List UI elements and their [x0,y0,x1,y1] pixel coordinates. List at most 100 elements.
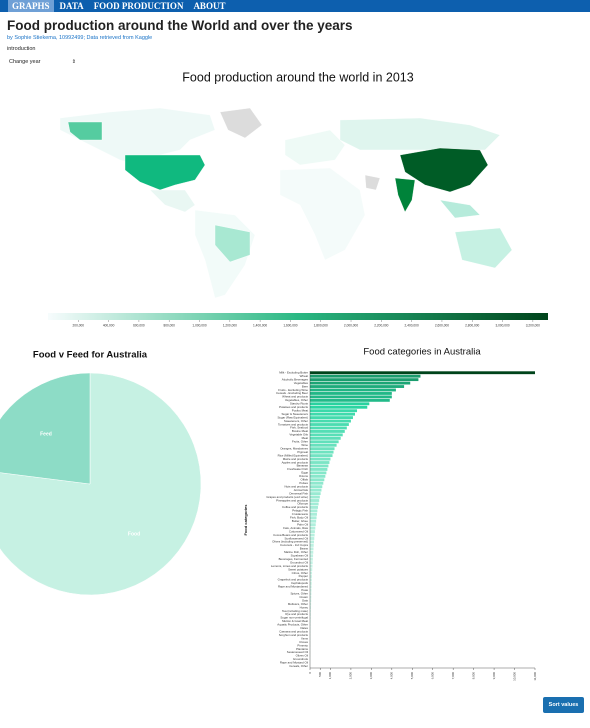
bar [310,447,335,451]
legend-tick-label: 600,000 [133,323,145,327]
y-tick-label: Sesameseed Oil [287,650,309,654]
y-tick-label: Demersal Fish [289,491,308,495]
country [214,224,251,263]
page-title: Food production around the World and ove… [7,18,353,33]
sort-button[interactable]: Sort values [543,697,584,713]
y-tick-label: Lemons, Limes and products [271,564,309,568]
y-tick-label: Coffee and products [282,505,309,509]
bar [310,467,328,471]
bar [310,619,311,623]
y-tick-label: Cottonseed Oil [289,529,308,533]
country [399,147,489,193]
bar [310,378,419,382]
y-tick-label: Wine [301,443,308,447]
bar [310,543,314,547]
bar [310,488,322,492]
bar [310,495,320,499]
y-tick-label: Sugar & Sweeteners [281,412,308,416]
y-tick-label: Animal fats [294,488,309,492]
bar [310,554,314,558]
x-tick-label: 10,000 [512,672,516,681]
bar [310,412,355,416]
y-tick-label: Plantains [296,647,308,651]
y-tick-label: Yams [301,636,309,640]
bar [310,526,316,530]
y-tick-label: Beans [300,547,309,551]
y-tick-label: Rice (Milled Equivalent) [278,453,308,457]
y-tick-label: Eggs [301,471,308,475]
legend-bar [48,313,548,320]
bar [310,623,311,627]
y-tick-label: Pigmeat [297,450,308,454]
bar [310,433,343,437]
y-tick-label: Fish, Body Oil [290,516,308,520]
y-tick-label: Beverages, Fermented [279,557,309,561]
y-tick-label: Citrus, Other [292,571,308,575]
subtitle: by Sophie Stiekema, 10992499; Data retri… [7,35,153,41]
bar [310,626,311,630]
y-tick-label: Groundnut Oil [290,560,308,564]
country [124,154,206,191]
x-tick-label: 500 [318,672,322,677]
y-tick-label: Offals [301,478,309,482]
bar [310,533,315,537]
y-tick-label: Sugar (Raw Equivalent) [277,415,308,419]
x-tick-label: 9,000 [492,672,496,680]
country [67,121,103,141]
legend-tick-label: 1,200,000 [223,323,237,327]
slice-label: Feed [40,431,52,437]
bar [310,430,345,433]
x-tick-label: 5,000 [410,672,414,680]
bar [310,613,311,616]
bar [310,454,333,458]
nav-item[interactable]: GRAPHS [8,0,54,12]
chart-title: Food production around the world in 2013 [182,70,413,84]
bar [310,392,392,395]
y-tick-label: Butter, Ghee [292,519,309,523]
y-tick-label: Cephalopods [291,581,309,585]
bar [310,471,327,475]
x-tick-label: 1,000 [328,672,332,680]
legend-tick-label: 400,000 [103,323,115,327]
y-tick-label: Grapes and products (excl wine) [266,495,308,499]
x-tick-label: 8,000 [471,672,475,680]
bar [310,423,349,426]
y-tick-label: Vegetable Oils [289,433,308,437]
country [219,107,263,139]
bar [310,602,312,606]
bar [310,568,313,572]
intro-link[interactable]: introduction [7,46,36,52]
nav-item[interactable]: DATA [59,1,84,11]
bar [310,550,314,554]
bar [310,595,312,599]
y-tick-label: Fruits, Other [292,440,308,444]
y-tick-label: Mutton & Goat Meat [282,619,308,623]
y-tick-label: Starchy Roots [290,402,309,406]
country [149,189,196,213]
year-select[interactable]: Change year ⇕ [6,57,78,67]
bar [310,398,390,402]
y-tick-label: Palm Oil [297,522,308,526]
y-tick-label: Fruits - Excluding Wine [278,388,308,392]
y-axis-label: Food categories [243,504,248,536]
legend-tick-label: 3,000,000 [495,323,509,327]
y-tick-label: Cream [299,595,308,599]
nav-item[interactable]: FOOD PRODUCTION [93,1,184,11]
y-tick-label: Onions [299,474,309,478]
legend-tick-label: 1,000,000 [192,323,206,327]
legend-tick-label: 1,400,000 [253,323,267,327]
nav-item[interactable]: ABOUT [193,1,226,11]
select-label: Change year [9,59,41,65]
y-tick-label: Aquatic Products, Other [277,623,308,627]
y-tick-label: Wheat and products [282,395,308,399]
select-arrow: ⇕ [71,59,76,65]
bar [310,592,312,596]
y-tick-label: Honey [300,605,309,609]
x-tick-label: 7,000 [451,672,455,680]
pie-slice [0,372,202,596]
legend-tick-label: 2,800,000 [465,323,479,327]
bar [310,371,535,375]
y-tick-label: Bovine Meat [292,429,308,433]
chart-title: Food v Feed for Australia [33,350,148,361]
